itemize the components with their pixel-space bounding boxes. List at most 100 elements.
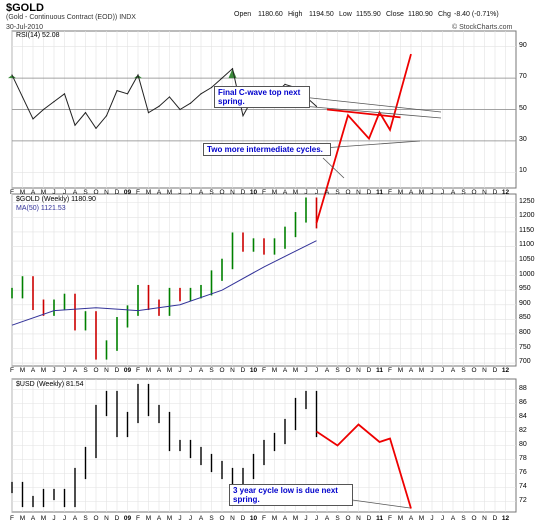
x-tick-label: D [492, 367, 498, 374]
x-tick-label: M [166, 367, 173, 374]
rsi-point [42, 108, 45, 111]
x-tick-label: F [136, 367, 140, 374]
x-tick-label: A [450, 189, 456, 196]
x-tick-label: F [136, 515, 140, 522]
x-tick-label: N [230, 367, 235, 374]
rsi-point [126, 93, 129, 95]
x-tick-label: S [209, 367, 214, 374]
x-tick-label: F [136, 189, 140, 196]
x-tick-label: D [114, 189, 120, 196]
x-tick-label: J [178, 189, 182, 196]
x-tick-label: M [271, 367, 278, 374]
rsi-point [231, 68, 234, 70]
rsi-point [210, 86, 213, 89]
x-tick-label: S [83, 189, 88, 196]
rsi-overbought-fill [8, 74, 16, 79]
rsi-point [105, 115, 108, 117]
x-tick-label: J [440, 515, 445, 522]
x-tick-label: S [335, 367, 340, 374]
x-tick-label: A [408, 189, 414, 196]
y-tick-label: 90 [519, 41, 527, 49]
x-tick-label: J [188, 189, 193, 196]
y-tick-label: 850 [519, 314, 531, 322]
x-tick-label: O [93, 515, 99, 522]
rsi-point [200, 93, 202, 95]
y-tick-label: 70 [519, 73, 527, 81]
x-tick-label: D [240, 515, 246, 522]
x-tick-label: N [104, 367, 109, 374]
x-tick-label: J [52, 367, 56, 374]
rsi-point [189, 102, 192, 104]
x-tick-label: F [10, 189, 14, 196]
x-tick-label: M [166, 189, 173, 196]
x-tick-label: J [178, 515, 182, 522]
x-tick-label: M [397, 367, 404, 374]
x-tick-label: M [397, 515, 404, 522]
x-tick-label: N [482, 367, 487, 374]
chart-symbol: $GOLD [6, 2, 44, 14]
x-tick-label: A [72, 515, 78, 522]
x-tick-label: F [262, 367, 266, 374]
high-label: High [288, 11, 303, 18]
x-tick-label: A [408, 515, 414, 522]
x-tick-label: N [356, 367, 361, 374]
x-tick-label: A [198, 189, 204, 196]
x-tick-label: N [230, 515, 235, 522]
x-tick-label: N [104, 189, 109, 196]
y-tick-label: 1050 [519, 256, 535, 264]
open-label: Open [234, 11, 252, 18]
x-tick-label: M [271, 515, 278, 522]
x-tick-label: F [10, 367, 14, 374]
x-tick-label: N [356, 189, 361, 196]
y-tick-label: 950 [519, 285, 531, 293]
gold-panel-label: $GOLD (Weekly) 1180.90 [16, 196, 96, 203]
x-tick-label: M [19, 515, 26, 522]
rsi-point [84, 112, 87, 114]
x-tick-label: M [418, 189, 425, 196]
x-tick-label: J [52, 515, 56, 522]
x-tick-label: S [461, 367, 466, 374]
x-tick-label: N [356, 515, 361, 522]
x-tick-label: O [345, 515, 351, 522]
x-tick-label: J [430, 367, 434, 374]
x-tick-label: A [156, 189, 162, 196]
x-tick-label: O [219, 367, 225, 374]
x-tick-label: S [335, 515, 340, 522]
x-tick-label: D [492, 189, 498, 196]
x-tick-label: J [188, 367, 193, 374]
x-tick-label: O [345, 189, 351, 196]
rsi-point [95, 127, 97, 129]
x-tick-label: M [271, 189, 278, 196]
x-tick-label: O [219, 515, 225, 522]
x-tick-label: 10 [249, 189, 258, 196]
high-value: 1194.50 [309, 11, 334, 18]
x-tick-label: O [471, 367, 477, 374]
x-tick-label: M [19, 367, 26, 374]
rsi-annotation: Final C-wave top next spring. [214, 86, 310, 108]
x-tick-label: F [262, 515, 266, 522]
x-tick-label: F [388, 515, 392, 522]
x-tick-label: S [335, 189, 340, 196]
x-tick-label: 11 [376, 367, 383, 374]
gold-annotation-leader [322, 140, 421, 149]
x-tick-label: D [114, 367, 120, 374]
y-tick-label: 50 [519, 104, 527, 112]
y-tick-label: 10 [519, 167, 527, 175]
open-value: 1180.60 [258, 11, 283, 18]
ma-panel-label: MA(50) 1121.53 [16, 205, 66, 212]
rsi-point [158, 105, 160, 107]
gold-annotation: Two more intermediate cycles. [203, 143, 331, 156]
y-tick-label: 88 [519, 384, 527, 392]
x-tick-label: D [114, 515, 120, 522]
rsi-point [242, 115, 244, 117]
usd-annotation-leader [344, 498, 411, 509]
x-tick-label: O [471, 189, 477, 196]
x-tick-label: J [178, 367, 182, 374]
y-tick-label: 800 [519, 328, 531, 336]
x-tick-label: S [461, 515, 466, 522]
x-tick-label: M [292, 367, 299, 374]
x-tick-label: 09 [123, 515, 132, 522]
y-tick-label: 74 [519, 482, 527, 490]
x-tick-label: J [314, 515, 319, 522]
